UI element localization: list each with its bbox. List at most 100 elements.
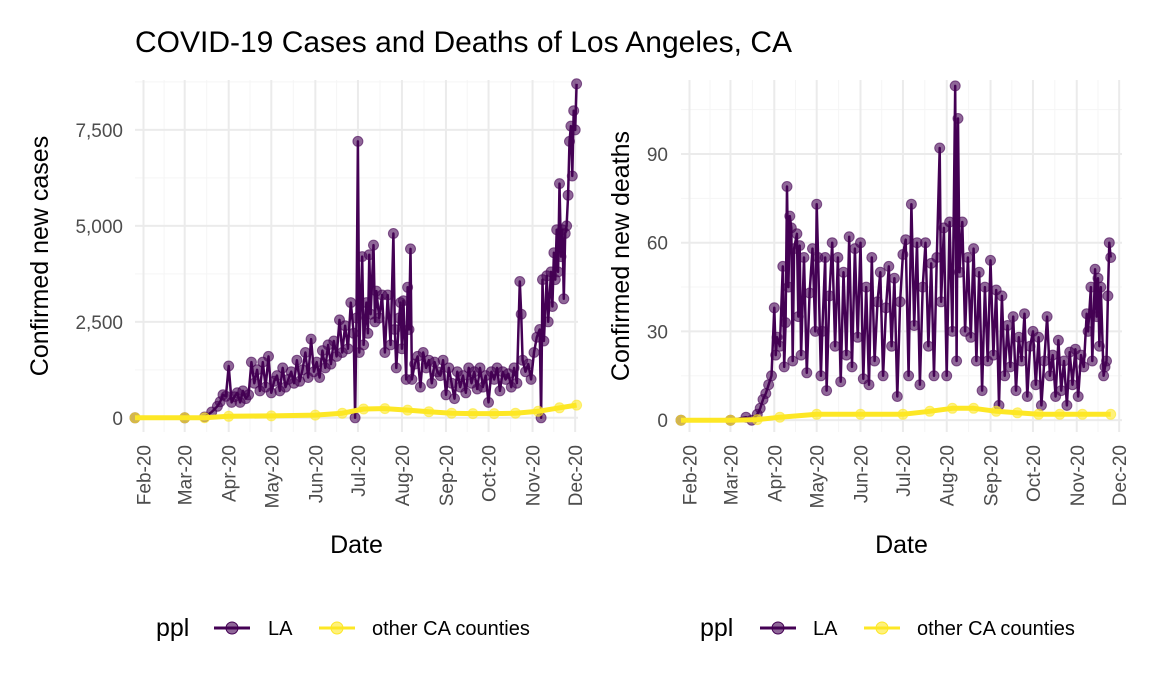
- data-point: [299, 347, 311, 358]
- series-la: [675, 80, 1117, 426]
- data-point: [434, 370, 446, 382]
- data-point: [271, 370, 283, 382]
- data-point: [1007, 311, 1019, 323]
- data-point: [515, 308, 527, 320]
- data-point: [914, 379, 926, 391]
- data-point: [774, 340, 786, 352]
- data-point: [866, 252, 878, 263]
- data-point: [554, 178, 565, 190]
- legend-title: ppl: [156, 614, 189, 642]
- data-point: [829, 340, 841, 352]
- legend: ppl LA other CA counties: [700, 614, 1075, 642]
- data-point: [770, 349, 782, 361]
- x-tick-label: Nov-20: [1068, 445, 1089, 506]
- data-point: [869, 355, 881, 367]
- x-tick-label: Aug-20: [393, 445, 414, 506]
- data-point: [1016, 355, 1028, 367]
- data-point: [897, 249, 909, 260]
- data-point: [905, 198, 917, 210]
- legend: ppl LA other CA counties: [156, 614, 530, 642]
- data-point: [941, 370, 953, 382]
- data-point: [780, 317, 792, 329]
- data-point: [819, 252, 831, 263]
- data-point: [457, 370, 469, 382]
- data-point: [1024, 340, 1036, 352]
- legend-swatch-point: [225, 621, 239, 635]
- data-point: [924, 405, 936, 417]
- data-point: [801, 367, 813, 379]
- data-point: [385, 339, 397, 351]
- y-tick-label: 2,500: [75, 313, 123, 334]
- data-point: [934, 142, 946, 154]
- data-point: [406, 373, 418, 385]
- data-point: [1086, 355, 1098, 367]
- data-point: [1052, 334, 1064, 346]
- data-point: [946, 325, 958, 337]
- series-line: [681, 84, 1112, 422]
- data-point: [1011, 407, 1023, 419]
- data-point: [314, 372, 326, 383]
- data-point: [968, 402, 980, 414]
- data-point: [291, 354, 303, 366]
- data-point: [417, 347, 429, 358]
- data-point: [1098, 370, 1110, 382]
- data-point: [534, 324, 546, 335]
- data-point: [917, 281, 929, 293]
- data-point: [891, 391, 903, 402]
- data-point: [555, 251, 567, 263]
- data-point: [402, 404, 414, 416]
- data-point: [437, 354, 449, 366]
- data-point: [1038, 355, 1050, 367]
- data-point: [1078, 361, 1090, 373]
- data-point: [1095, 281, 1107, 293]
- data-point: [423, 406, 435, 418]
- data-point: [223, 360, 235, 372]
- data-point: [1102, 290, 1114, 302]
- data-point: [199, 412, 211, 424]
- data-point: [1091, 311, 1103, 323]
- data-point: [807, 243, 818, 255]
- data-point: [798, 252, 810, 263]
- data-point: [968, 243, 980, 255]
- data-point: [1054, 408, 1066, 420]
- x-tick-label: Feb-20: [135, 445, 156, 505]
- data-point: [900, 234, 912, 246]
- y-tick-label: 0: [112, 409, 123, 430]
- legend-label-la: LA: [268, 618, 293, 640]
- data-point: [931, 252, 943, 263]
- data-point: [855, 408, 866, 420]
- data-point: [751, 414, 763, 426]
- data-point: [449, 393, 460, 405]
- data-point: [467, 408, 479, 420]
- data-point: [363, 249, 375, 261]
- data-point: [877, 370, 889, 382]
- x-tick-label: Jun-20: [306, 445, 327, 503]
- data-point: [554, 402, 565, 414]
- data-point: [1072, 391, 1084, 402]
- data-point: [379, 403, 391, 415]
- data-point: [325, 358, 337, 370]
- data-point: [811, 408, 823, 420]
- x-tick-label: Oct-20: [1024, 445, 1045, 502]
- data-point: [390, 362, 402, 374]
- x-tick-label: Mar-20: [176, 445, 197, 505]
- data-point: [382, 289, 394, 301]
- data-point: [571, 399, 583, 411]
- data-point: [846, 361, 858, 373]
- data-point: [460, 387, 472, 399]
- x-tick-label: Sep-20: [437, 445, 458, 506]
- x-tick-label: May-20: [262, 445, 283, 508]
- legend-swatch-point: [875, 621, 889, 635]
- data-point: [821, 385, 833, 397]
- data-point: [552, 266, 564, 278]
- data-point: [285, 366, 297, 378]
- data-point: [349, 412, 361, 424]
- x-tick-label: Apr-20: [220, 445, 241, 502]
- data-point: [336, 407, 348, 419]
- data-point: [908, 320, 920, 331]
- data-point: [897, 408, 909, 420]
- data-point: [725, 414, 736, 426]
- x-tick-label: May-20: [808, 445, 829, 508]
- data-point: [1041, 311, 1053, 323]
- data-point: [402, 281, 414, 293]
